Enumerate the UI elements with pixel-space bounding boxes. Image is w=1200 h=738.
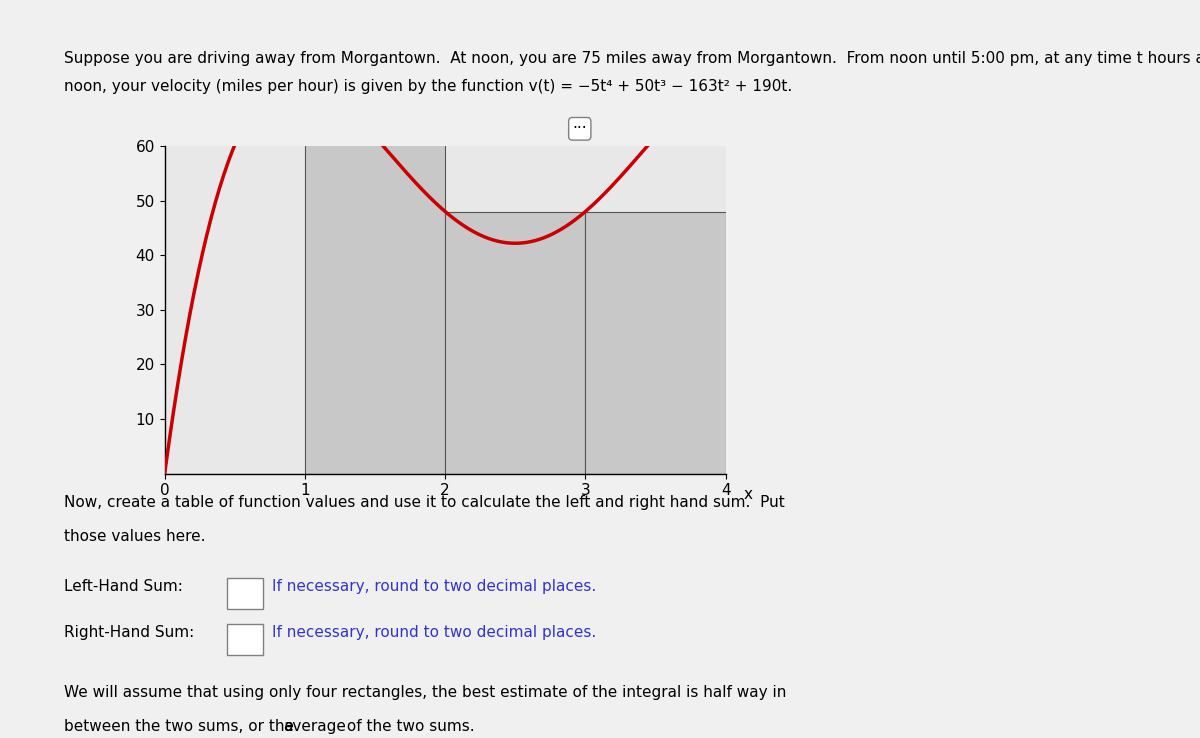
Text: ···: ···	[572, 121, 587, 137]
Text: of the two sums.: of the two sums.	[342, 719, 474, 734]
Text: Now, create a table of function values and use it to calculate the left and righ: Now, create a table of function values a…	[64, 495, 785, 510]
Text: average: average	[283, 719, 347, 734]
Text: noon, your velocity (miles per hour) is given by the function v(t) = −5t⁴ + 50t³: noon, your velocity (miles per hour) is …	[64, 79, 792, 94]
Text: Right-Hand Sum:: Right-Hand Sum:	[64, 625, 194, 641]
Bar	[305, 80, 445, 474]
FancyBboxPatch shape	[228, 578, 263, 609]
Text: We will assume that using only four rectangles, the best estimate of the integra: We will assume that using only four rect…	[64, 685, 786, 700]
Bar	[445, 212, 586, 474]
Text: those values here.: those values here.	[64, 528, 205, 544]
Text: Left-Hand Sum:: Left-Hand Sum:	[64, 579, 182, 594]
X-axis label: x: x	[744, 487, 752, 502]
Text: between the two sums, or the: between the two sums, or the	[64, 719, 299, 734]
Text: Suppose you are driving away from Morgantown.  At noon, you are 75 miles away fr: Suppose you are driving away from Morgan…	[64, 51, 1200, 66]
FancyBboxPatch shape	[228, 624, 263, 655]
Text: If necessary, round to two decimal places.: If necessary, round to two decimal place…	[272, 579, 596, 594]
Text: If necessary, round to two decimal places.: If necessary, round to two decimal place…	[272, 625, 596, 641]
Bar	[586, 212, 726, 474]
